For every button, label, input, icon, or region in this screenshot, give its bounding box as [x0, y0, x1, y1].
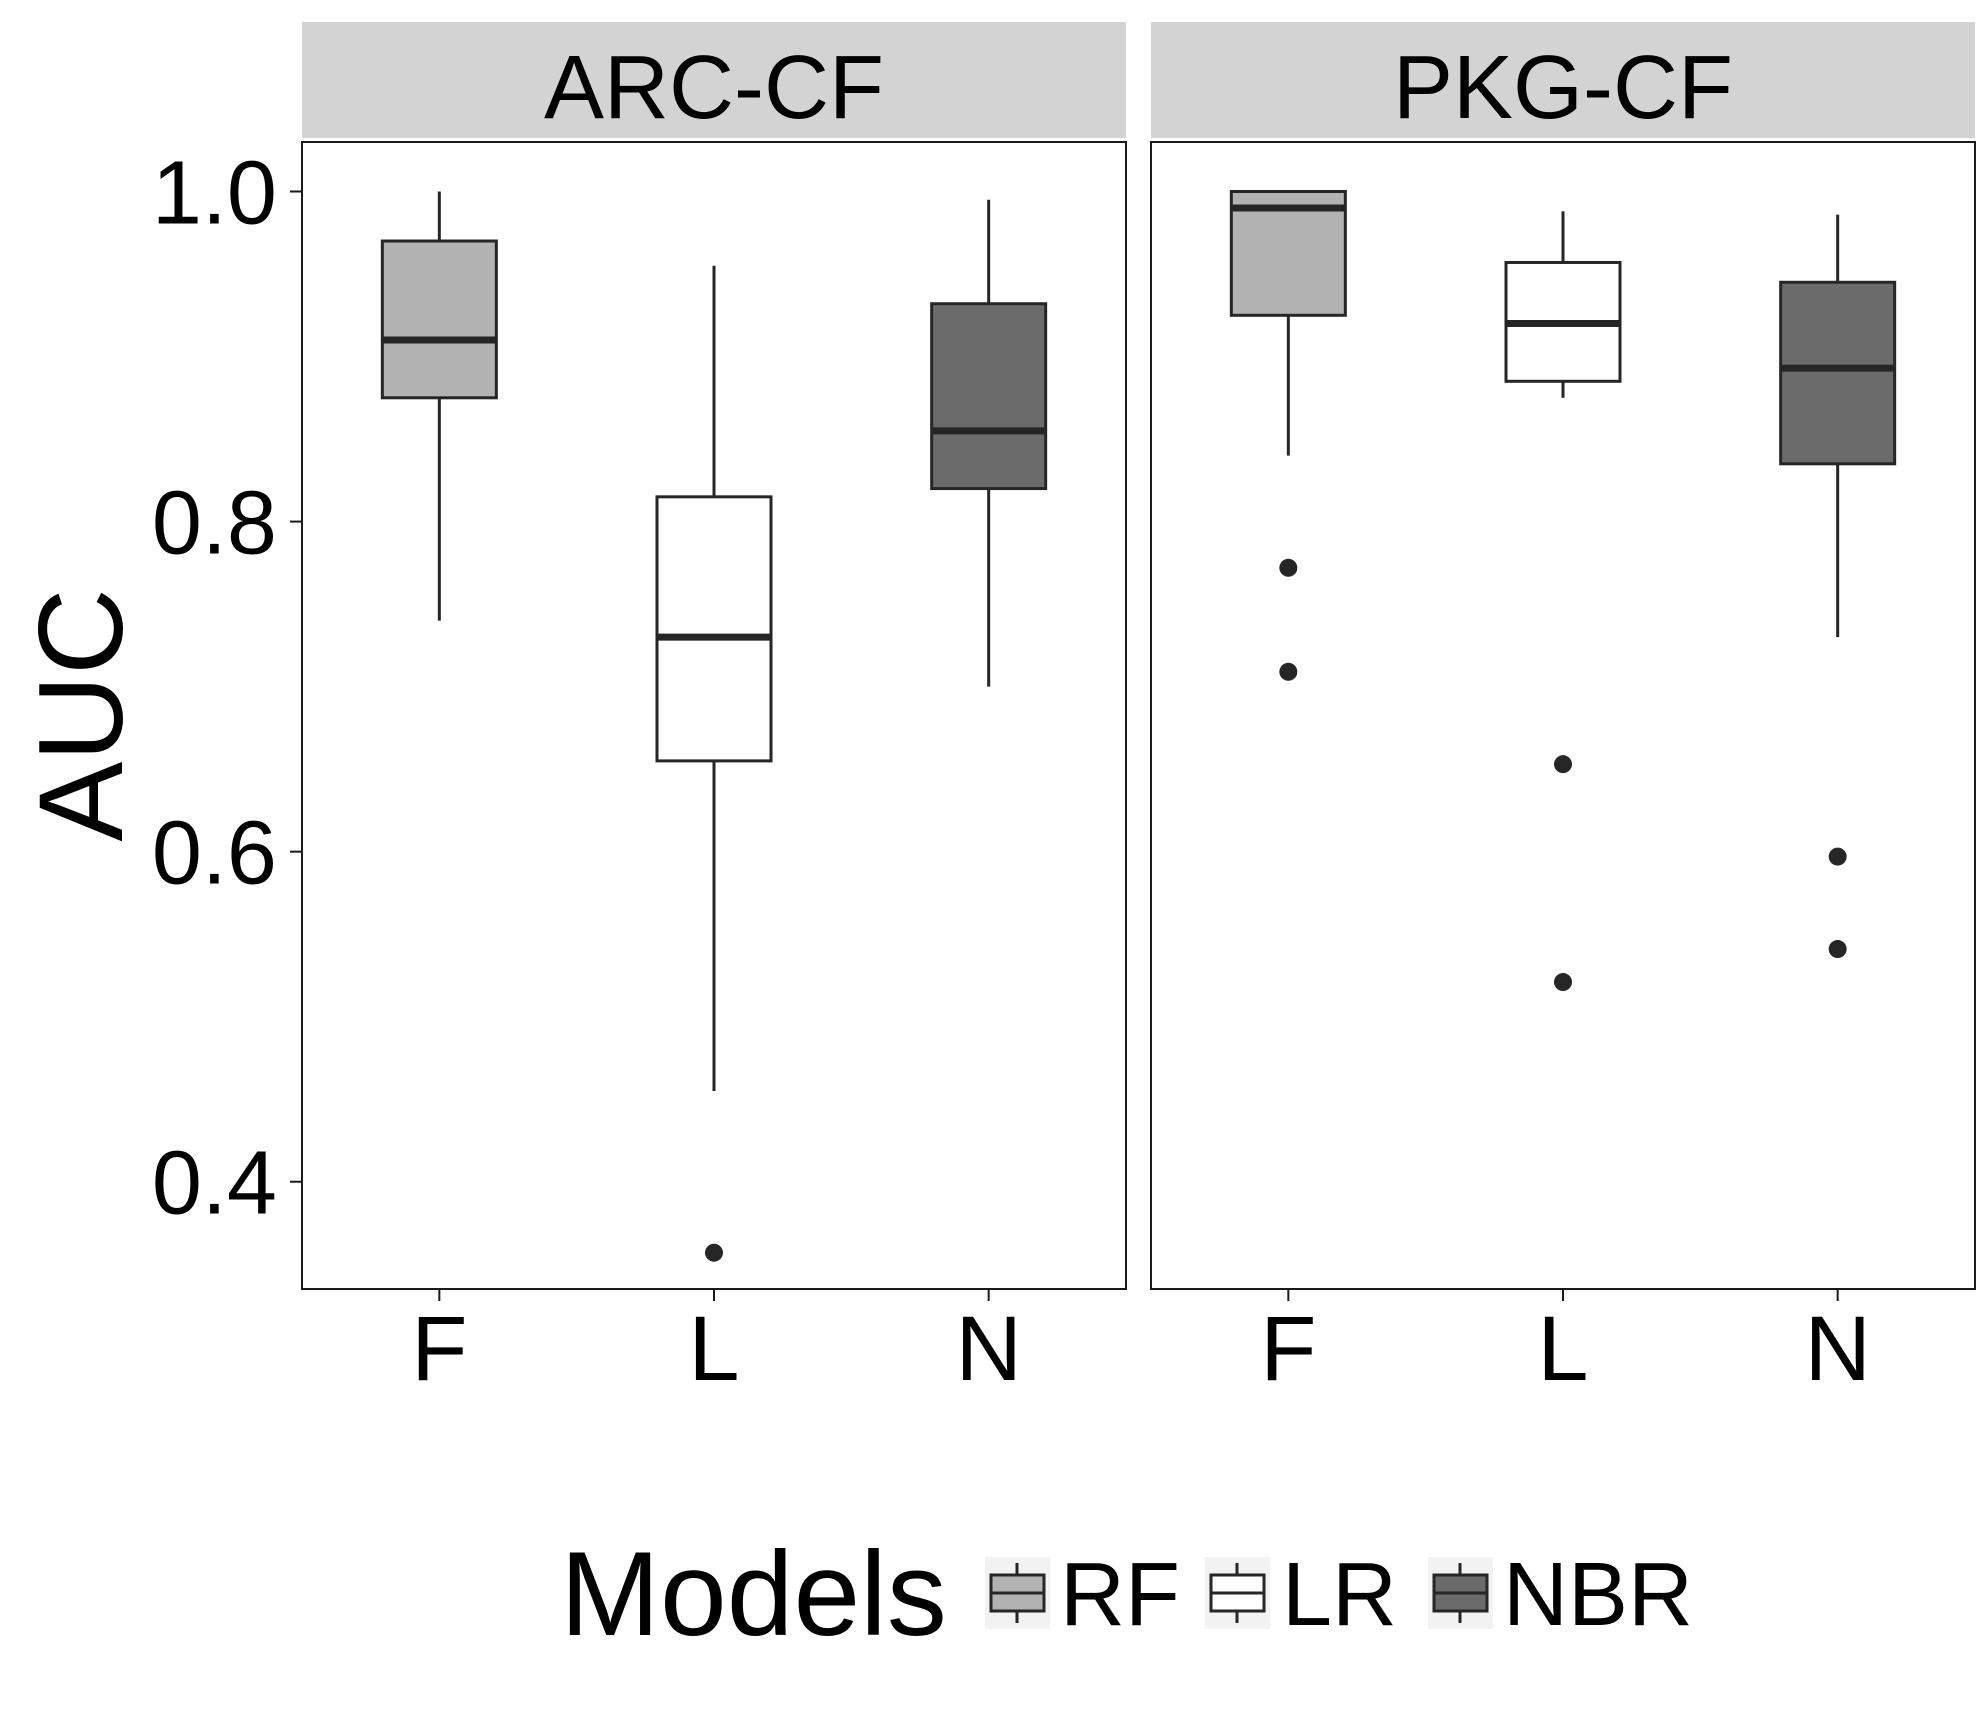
outlier-point [1279, 662, 1298, 681]
x-tick-label: N [1804, 1298, 1870, 1400]
x-tick-label: F [1260, 1298, 1316, 1400]
outlier-point [705, 1243, 723, 1262]
outlier-point [1828, 847, 1847, 866]
legend-label: NBR [1503, 1545, 1693, 1645]
legend-label: LR [1282, 1545, 1397, 1645]
outlier-point [1554, 755, 1572, 774]
facet-strip [302, 22, 1126, 138]
box [655, 495, 773, 763]
legend-title: Models [560, 1527, 947, 1661]
box [1779, 280, 1897, 466]
outlier-point [1554, 973, 1572, 992]
box [380, 239, 498, 400]
y-tick-label: 1.0 [152, 144, 277, 244]
facet-title: PKG-CF [1393, 38, 1733, 138]
x-tick-label: L [688, 1298, 739, 1400]
legend-label: RF [1060, 1545, 1180, 1645]
facet-title: ARC-CF [544, 38, 884, 138]
y-tick-label: 0.8 [152, 474, 277, 574]
outlier-point [1279, 558, 1298, 577]
box [930, 302, 1048, 491]
y-axis-title: AUC [14, 588, 148, 841]
x-tick-label: L [1537, 1298, 1588, 1400]
box [1229, 190, 1347, 317]
x-tick-label: F [411, 1298, 467, 1400]
outlier-point [1828, 940, 1847, 959]
y-tick-label: 0.6 [152, 804, 277, 904]
facet-strip [1151, 22, 1975, 138]
x-tick-label: N [955, 1298, 1021, 1400]
y-tick-label: 0.4 [152, 1134, 277, 1234]
